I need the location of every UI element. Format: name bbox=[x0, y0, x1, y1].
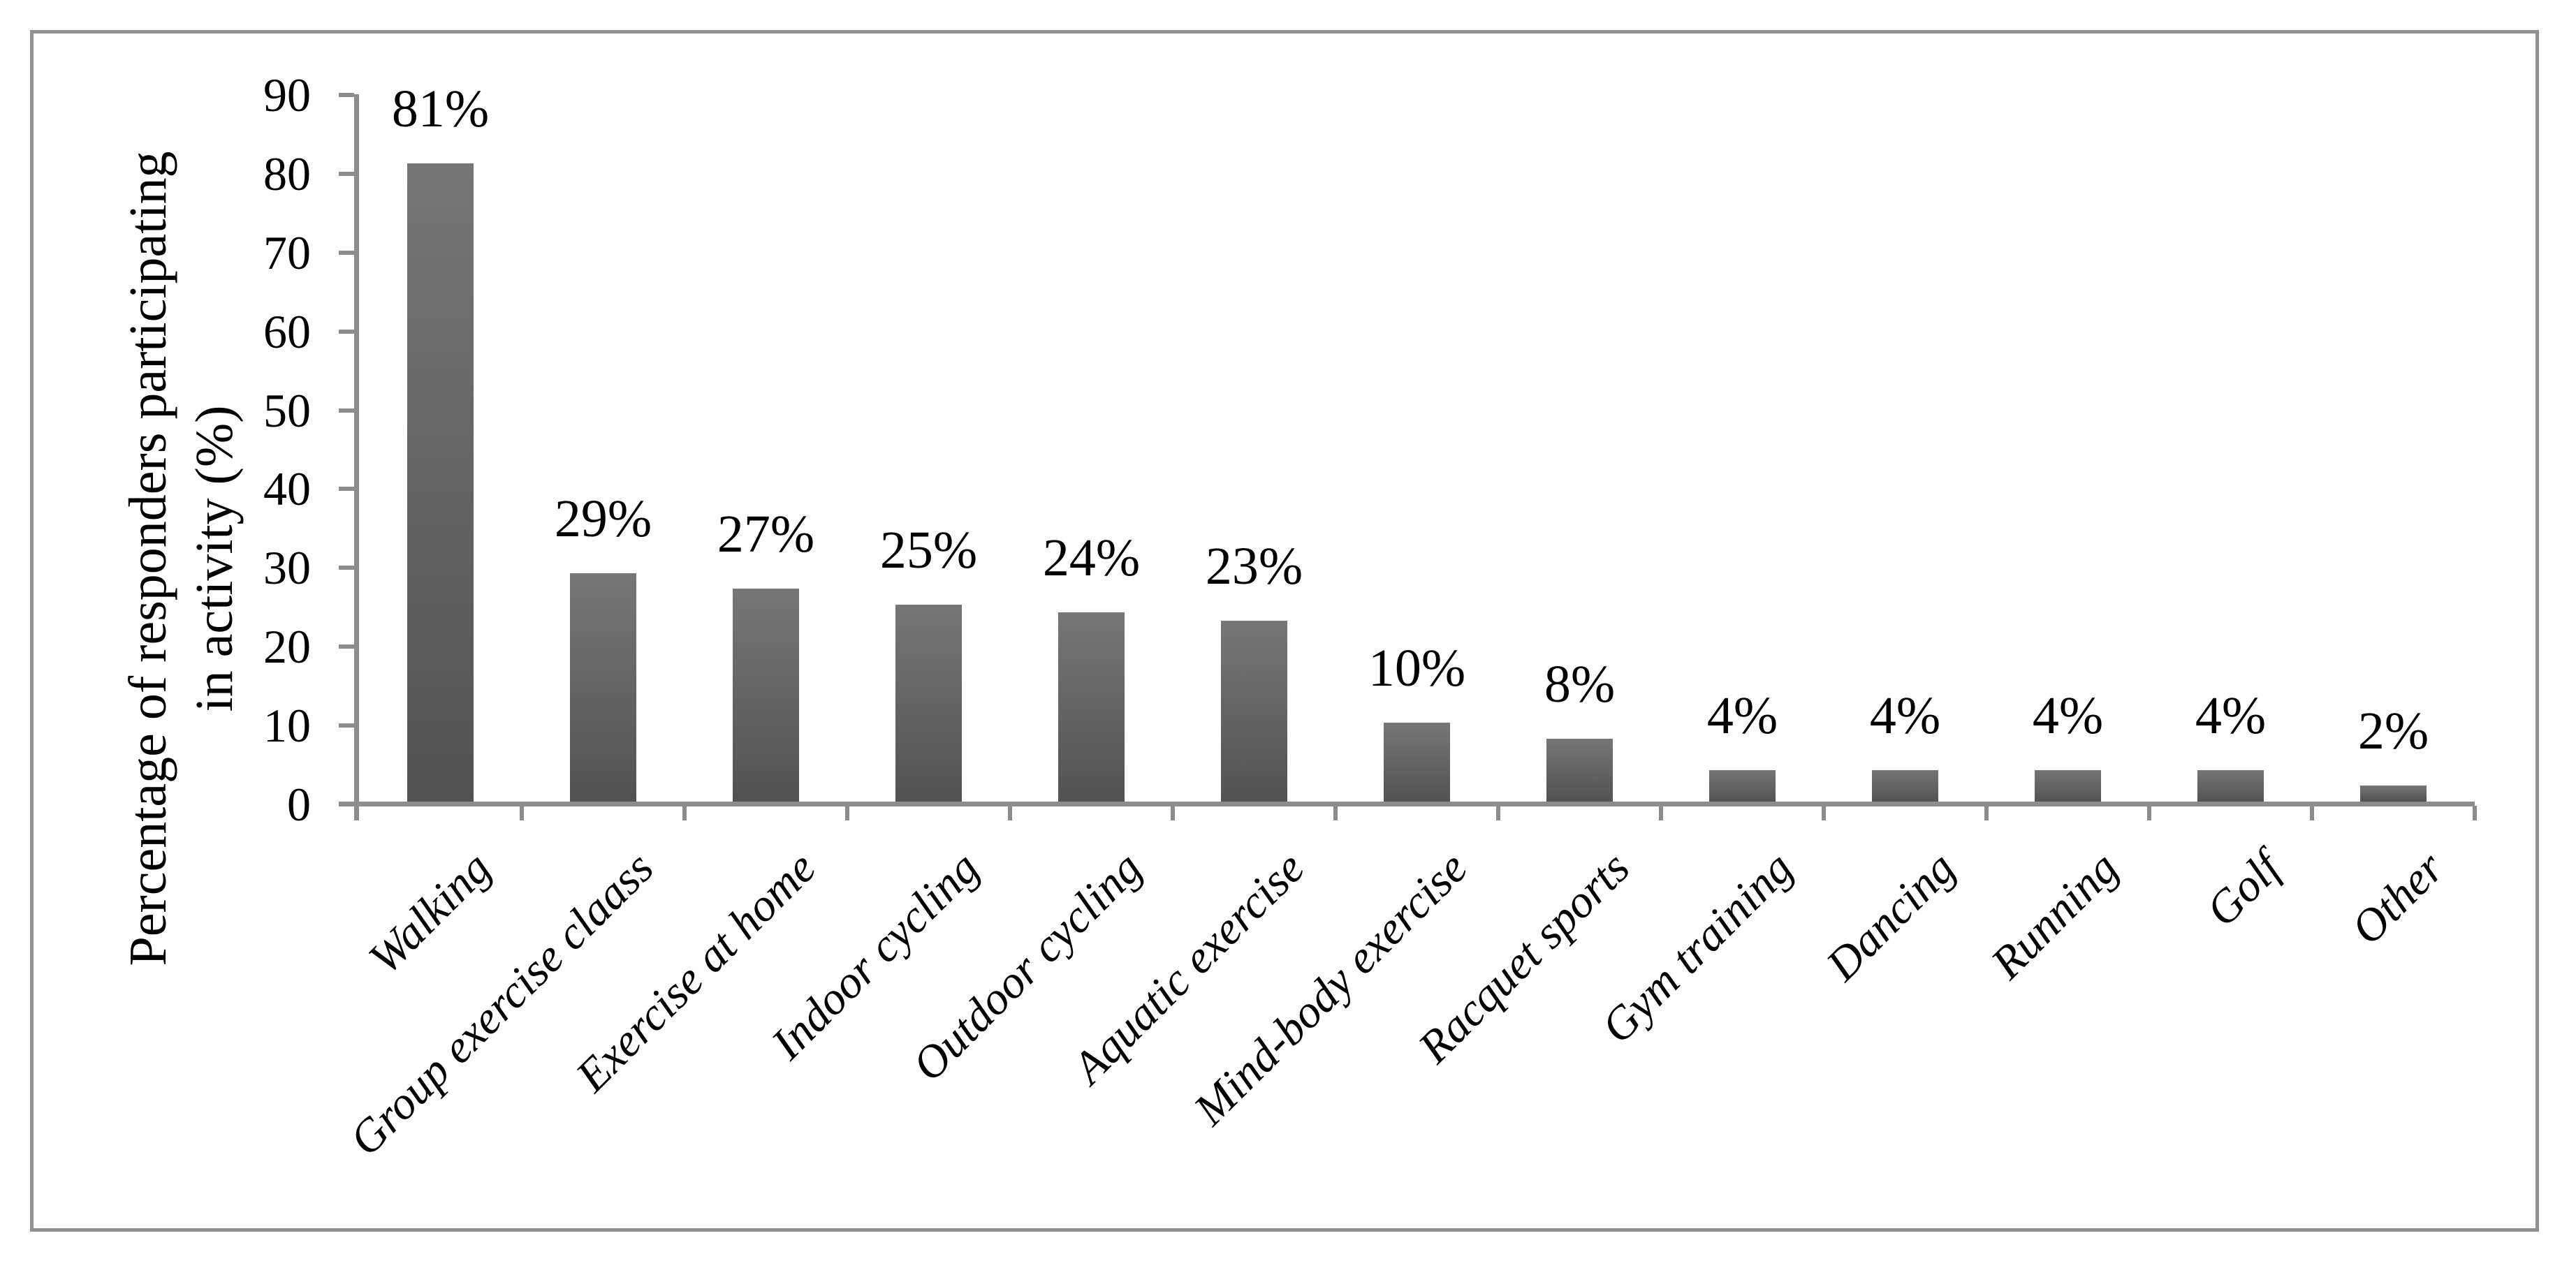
bar bbox=[733, 589, 799, 802]
bar bbox=[1709, 769, 1776, 802]
figure-border bbox=[30, 30, 2539, 1232]
bar bbox=[1221, 620, 1287, 802]
bar-value-label: 4% bbox=[1706, 686, 1778, 745]
y-tick-mark bbox=[339, 487, 354, 492]
y-tick-mark bbox=[339, 250, 354, 255]
y-tick-label: 80 bbox=[263, 147, 311, 201]
y-tick-label: 70 bbox=[263, 226, 311, 279]
bar-value-label: 8% bbox=[1544, 654, 1616, 714]
x-tick-mark bbox=[1496, 806, 1500, 820]
bar bbox=[407, 163, 474, 802]
y-tick-label: 90 bbox=[263, 68, 311, 122]
x-tick-mark bbox=[1822, 806, 1826, 820]
y-tick-mark bbox=[339, 644, 354, 649]
y-tick-label: 10 bbox=[263, 698, 311, 752]
bar bbox=[2197, 769, 2264, 802]
bar bbox=[1872, 769, 1938, 802]
bar-value-label: 2% bbox=[2357, 702, 2429, 761]
bar-value-label: 81% bbox=[391, 80, 490, 139]
bar bbox=[2360, 786, 2427, 802]
x-tick-mark bbox=[1171, 806, 1175, 820]
y-tick-mark bbox=[339, 723, 354, 728]
y-tick-label: 0 bbox=[287, 777, 311, 831]
bar-value-label: 4% bbox=[2032, 686, 2104, 745]
x-tick-mark bbox=[2147, 806, 2151, 820]
x-tick-mark bbox=[1984, 806, 1989, 820]
bar-value-label: 27% bbox=[717, 505, 815, 564]
x-tick-mark bbox=[2310, 806, 2314, 820]
y-tick-mark bbox=[339, 408, 354, 413]
x-tick-mark bbox=[845, 806, 849, 820]
y-tick-mark bbox=[339, 329, 354, 334]
x-tick-mark bbox=[1659, 806, 1663, 820]
x-tick-mark bbox=[1008, 806, 1012, 820]
bar bbox=[2035, 769, 2101, 802]
y-tick-label: 20 bbox=[263, 619, 311, 673]
y-tick-mark bbox=[339, 566, 354, 570]
x-tick-mark bbox=[520, 806, 524, 820]
y-tick-mark bbox=[339, 93, 354, 98]
y-tick-label: 60 bbox=[263, 304, 311, 358]
y-tick-label: 50 bbox=[263, 383, 311, 437]
bar bbox=[1058, 612, 1125, 802]
bar-value-label: 4% bbox=[1869, 686, 1941, 745]
bar bbox=[1546, 738, 1613, 802]
y-tick-label: 30 bbox=[263, 541, 311, 595]
y-tick-label: 40 bbox=[263, 462, 311, 516]
bar-value-label: 4% bbox=[2195, 686, 2267, 745]
bar bbox=[570, 573, 636, 802]
x-tick-mark bbox=[682, 806, 687, 820]
y-axis-line bbox=[354, 94, 359, 820]
x-tick-mark bbox=[1333, 806, 1338, 820]
bar-value-label: 10% bbox=[1368, 639, 1466, 698]
bar-value-label: 24% bbox=[1042, 529, 1141, 588]
bar-value-label: 23% bbox=[1205, 536, 1303, 596]
bar-value-label: 29% bbox=[554, 489, 652, 548]
x-axis-line bbox=[339, 802, 2475, 806]
bar bbox=[1384, 723, 1450, 802]
bar-value-label: 25% bbox=[879, 521, 978, 580]
bar bbox=[895, 605, 962, 802]
x-tick-mark bbox=[2473, 806, 2477, 820]
y-tick-mark bbox=[339, 172, 354, 177]
